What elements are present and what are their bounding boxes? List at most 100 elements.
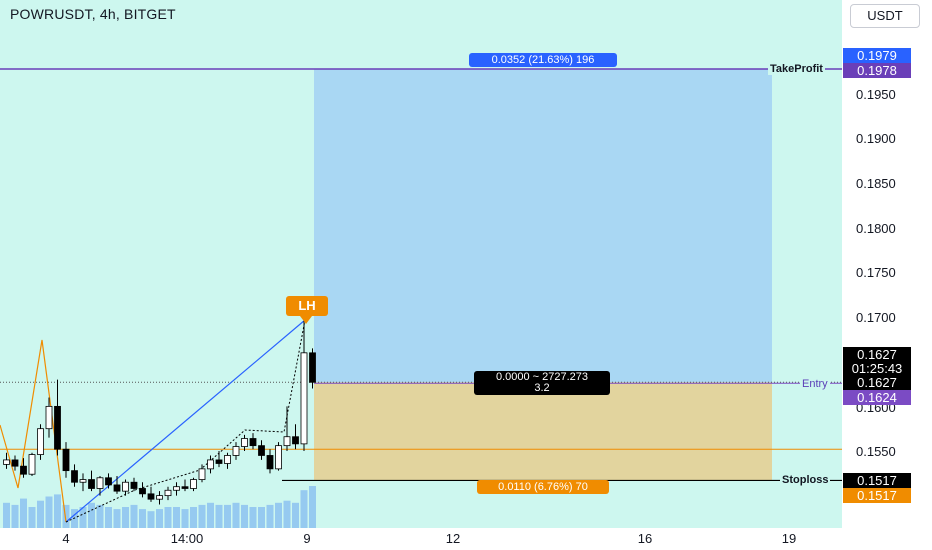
candle-body <box>190 479 197 489</box>
entry-lower-price-tag: 0.1624 <box>843 390 911 405</box>
candle-body <box>28 454 36 475</box>
candle-body <box>37 428 44 455</box>
candle-body <box>113 484 121 492</box>
volume-bar <box>79 507 87 528</box>
y-tick-label: 0.1550 <box>856 444 896 459</box>
candle-body <box>173 486 180 491</box>
volume-bar <box>113 509 121 528</box>
x-tick-label: 12 <box>445 531 461 546</box>
position-center-line2: 3.2 <box>534 382 550 394</box>
volume-bar <box>139 509 146 528</box>
lh-annotation-label[interactable]: LH <box>286 296 328 316</box>
candle-body <box>96 477 104 489</box>
lh-annotation-pointer <box>300 316 312 324</box>
x-tick-label: 19 <box>781 531 797 546</box>
volume-bar <box>215 504 223 528</box>
y-tick-label: 0.1850 <box>856 176 896 191</box>
volume-bar <box>156 509 163 528</box>
volume-bar <box>181 509 189 528</box>
volume-bar <box>96 504 104 528</box>
volume-bar <box>45 496 53 528</box>
volume-bar <box>54 494 61 528</box>
x-tick-label: 14:00 <box>170 531 204 546</box>
candle-body <box>54 405 61 450</box>
candle-body <box>300 352 308 445</box>
chart-pane[interactable] <box>0 0 842 528</box>
volume-bar <box>173 507 180 528</box>
take-profit-line-label: TakeProfit <box>768 63 825 75</box>
x-tick-label: 4 <box>62 531 70 546</box>
chart-title: POWRUSDT, 4h, BITGET <box>10 6 176 22</box>
volume-bar <box>190 507 197 528</box>
candle-body <box>232 446 240 456</box>
volume-bar <box>292 502 299 528</box>
stoploss-price-tag: 0.1517 <box>843 473 911 488</box>
candle-body <box>164 489 172 497</box>
currency-button[interactable]: USDT <box>850 4 920 28</box>
candle-body <box>224 455 231 464</box>
candle-body <box>62 448 70 472</box>
volume-bar <box>258 507 265 528</box>
candle-body <box>215 459 223 464</box>
orange-zigzag-line <box>0 339 67 523</box>
entry-line-label: Entry <box>800 378 830 390</box>
volume-bar <box>28 507 36 528</box>
target-zone <box>314 69 772 383</box>
volume-bar <box>283 500 291 528</box>
volume-bar <box>198 504 206 528</box>
candle-body <box>79 479 87 483</box>
stoploss-lower-price-tag: 0.1517 <box>843 488 911 503</box>
volume-bar <box>207 502 214 528</box>
x-tick-label: 16 <box>637 531 653 546</box>
candle-body <box>283 436 291 447</box>
volume-bar <box>232 502 240 528</box>
position-center-box[interactable]: 0.0000 ~ 2727.273 3.2 <box>474 371 610 395</box>
y-tick-label: 0.1800 <box>856 221 896 236</box>
candle-body <box>292 436 299 445</box>
stop-info-pill[interactable]: 0.0110 (6.76%) 70 <box>477 480 609 494</box>
bar-countdown: 01:25:43 <box>851 361 903 376</box>
volume-bar <box>130 504 138 528</box>
candle-body <box>130 481 138 489</box>
y-tick-label: 0.1900 <box>856 131 896 146</box>
current-price-tag: 0.1627 01:25:43 <box>843 347 911 377</box>
take-profit-price-tag: 0.1978 <box>843 63 911 78</box>
candle-body <box>258 445 265 456</box>
stoploss-line-label: Stoploss <box>780 474 831 486</box>
candle-body <box>241 438 248 447</box>
entry-price-tag: 0.1627 <box>843 375 911 390</box>
candle-body <box>3 459 10 465</box>
volume-bar <box>88 502 95 528</box>
candle-body <box>207 459 214 470</box>
candle-body <box>181 486 189 489</box>
candle-body <box>309 352 316 383</box>
volume-bar <box>164 507 172 528</box>
volume-bar <box>105 507 112 528</box>
price-chart-svg <box>0 68 842 528</box>
volume-bar <box>249 507 257 528</box>
candle-body <box>156 495 163 500</box>
candle-body <box>198 468 206 480</box>
candle-body <box>122 481 129 492</box>
volume-bar <box>62 504 70 528</box>
target-info-pill[interactable]: 0.0352 (21.63%) 196 <box>469 53 617 67</box>
stop-zone <box>314 382 772 481</box>
time-axis[interactable] <box>0 528 842 550</box>
position-center-line1: 0.0000 ~ 2727.273 <box>495 371 589 383</box>
candle-body <box>139 488 146 495</box>
volume-bar <box>20 498 27 528</box>
price-axis[interactable] <box>842 0 932 550</box>
y-tick-label: 0.1700 <box>856 310 896 325</box>
candle-body <box>45 405 53 430</box>
volume-bar <box>147 511 155 528</box>
volume-bar <box>266 504 274 528</box>
volume-bar <box>300 490 308 528</box>
candle-body <box>147 493 155 500</box>
volume-bar <box>37 500 44 528</box>
candle-body <box>249 438 257 447</box>
volume-bar <box>3 502 10 528</box>
y-tick-label: 0.1950 <box>856 87 896 102</box>
blue-trend-line <box>65 319 306 523</box>
candle-body <box>266 455 274 470</box>
